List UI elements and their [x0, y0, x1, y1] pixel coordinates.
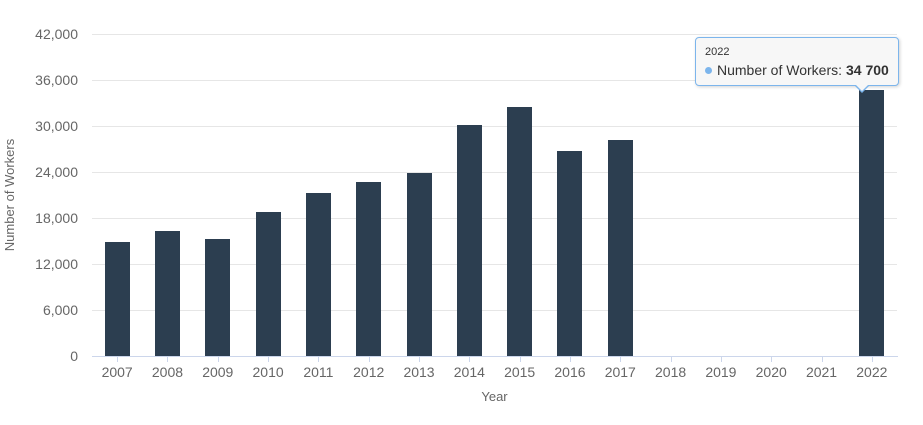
- x-axis-label-2014: 2014: [453, 364, 485, 380]
- y-axis-label: 18,000: [35, 210, 78, 226]
- bar-2012[interactable]: [356, 181, 382, 356]
- bar-2008[interactable]: [154, 231, 180, 356]
- y-axis-label: 0: [70, 348, 78, 364]
- y-axis-label: 36,000: [35, 72, 78, 88]
- x-axis-tick: [318, 357, 320, 362]
- x-axis-tick: [821, 357, 823, 362]
- x-axis-tick: [268, 357, 270, 362]
- gridline: [92, 171, 897, 173]
- x-axis-tick: [469, 357, 471, 362]
- tooltip-separator: :: [838, 62, 842, 78]
- gridline: [92, 79, 897, 81]
- x-axis-label-2011: 2011: [303, 364, 334, 380]
- x-axis-label-2022: 2022: [856, 364, 888, 380]
- tooltip-series-label: Number of Workers: [717, 62, 839, 78]
- plot-area: [92, 33, 897, 356]
- gridline: [92, 217, 897, 219]
- x-axis-tick: [670, 357, 672, 362]
- bar-2017[interactable]: [607, 139, 633, 356]
- x-axis-title: Year: [481, 389, 508, 404]
- gridline: [92, 263, 897, 265]
- bar-2010[interactable]: [255, 211, 281, 356]
- x-axis-label-2009: 2009: [202, 364, 234, 380]
- x-axis-label-2018: 2018: [655, 364, 687, 380]
- tooltip: 2022 Number of Workers: 34 700: [695, 37, 899, 93]
- gridline: [92, 309, 897, 311]
- x-axis-label-2013: 2013: [403, 364, 435, 380]
- x-axis-label-2017: 2017: [604, 364, 636, 380]
- x-axis-tick: [771, 357, 773, 362]
- y-axis-label: 24,000: [35, 164, 78, 180]
- bar-2011[interactable]: [305, 192, 331, 356]
- x-axis-label-2021: 2021: [805, 364, 838, 380]
- x-axis-tick: [117, 357, 119, 362]
- bar-2007[interactable]: [104, 241, 130, 356]
- x-axis-label-2010: 2010: [252, 364, 284, 380]
- y-axis-label: 6,000: [42, 302, 78, 318]
- x-axis-label-2016: 2016: [554, 364, 586, 380]
- tooltip-header: 2022: [705, 46, 730, 58]
- x-axis-tick: [620, 357, 622, 362]
- bar-2022[interactable]: [859, 89, 885, 356]
- x-axis-tick: [871, 357, 873, 362]
- bar-2009[interactable]: [205, 238, 231, 356]
- bar-2015[interactable]: [507, 106, 533, 356]
- bar-2016[interactable]: [557, 151, 583, 356]
- x-axis-label-2012: 2012: [353, 364, 385, 380]
- x-axis-tick: [720, 357, 722, 362]
- x-axis-label-2019: 2019: [705, 364, 737, 380]
- tooltip-arrow-fill: [856, 85, 868, 91]
- y-axis-label: 30,000: [35, 118, 78, 134]
- x-axis-tick: [167, 357, 169, 362]
- tooltip-value: 34 700: [846, 62, 889, 78]
- tooltip-body: Number of Workers: 34 700: [705, 62, 889, 78]
- x-axis-tick: [569, 357, 571, 362]
- gridline: [92, 125, 897, 127]
- x-axis-tick: [368, 357, 370, 362]
- x-axis-tick: [519, 357, 521, 362]
- x-axis-tick: [419, 357, 421, 362]
- tooltip-marker-icon: [705, 67, 712, 74]
- x-axis-tick: [217, 357, 219, 362]
- x-axis-label-2015: 2015: [504, 364, 536, 380]
- x-axis-label-2020: 2020: [755, 364, 787, 380]
- x-axis-line: [92, 356, 898, 357]
- y-axis-label: 42,000: [35, 26, 78, 42]
- bar-2013[interactable]: [406, 172, 432, 356]
- gridline: [92, 33, 897, 35]
- x-axis-label-2007: 2007: [101, 364, 133, 380]
- y-axis-label: 12,000: [35, 256, 78, 272]
- x-axis-label-2008: 2008: [151, 364, 184, 380]
- y-axis-title: Number of Workers: [2, 138, 17, 252]
- bar-2014[interactable]: [456, 125, 482, 356]
